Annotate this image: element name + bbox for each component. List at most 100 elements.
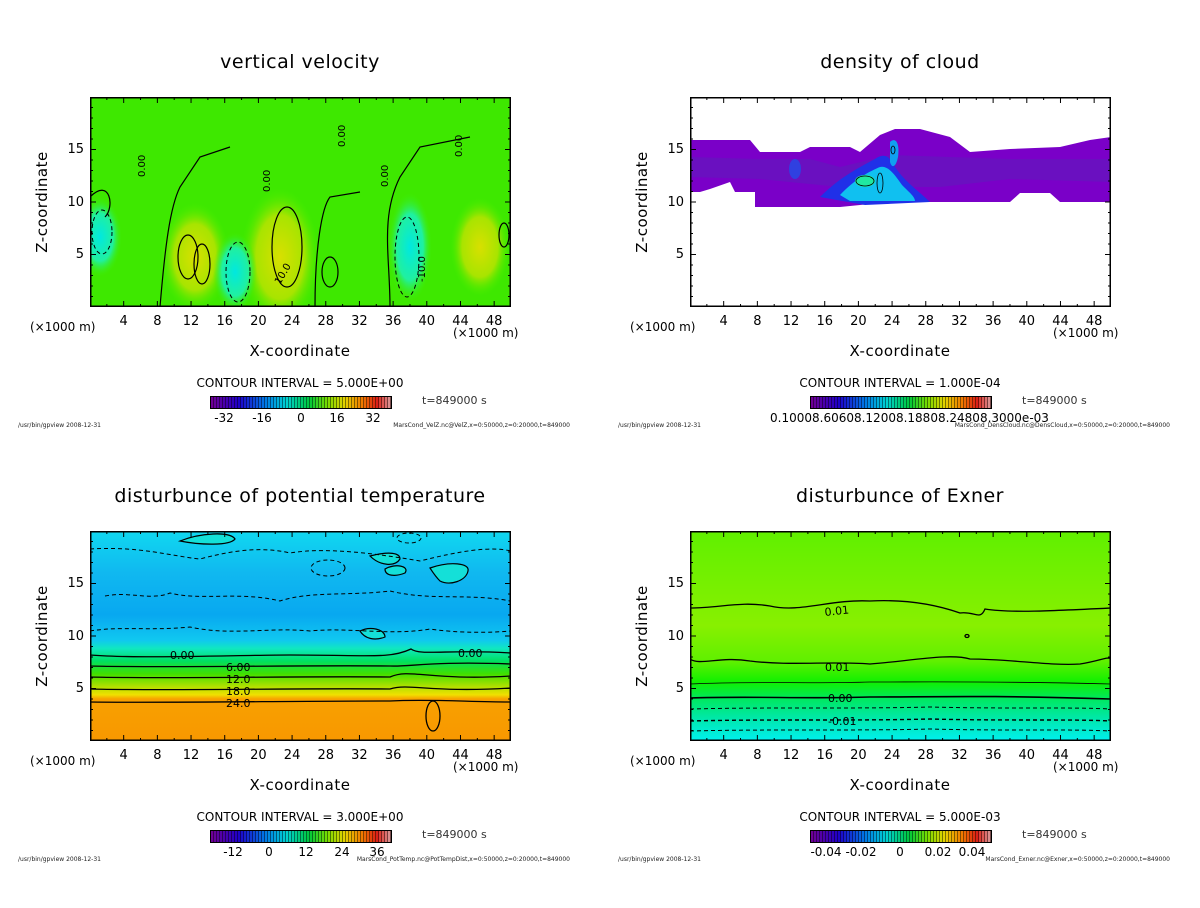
colorbar-segment: [304, 831, 307, 842]
x-axis-label: X-coordinate: [249, 776, 351, 794]
colorbar-segment: [274, 831, 277, 842]
colorbar-segment: [901, 397, 904, 408]
colorbar-segment: [385, 831, 388, 842]
colorbar-segment: [985, 831, 988, 842]
colorbar-segment: [856, 397, 859, 408]
colorbar-segment: [883, 831, 886, 842]
colorbar-segment: [358, 831, 361, 842]
colorbar-segment: [211, 831, 214, 842]
colorbar-segment: [265, 831, 268, 842]
colorbar-segment: [964, 831, 967, 842]
panel-potential-temperature: disturbunce of potential temperature: [0, 474, 600, 908]
colorbar-segment: [952, 831, 955, 842]
colorbar-segment: [334, 831, 337, 842]
y-tick-label: 15: [67, 576, 84, 591]
colorbar-segment: [232, 831, 235, 842]
panel-vertical-velocity: vertical velocity: [0, 40, 600, 474]
colorbar-segment: [973, 831, 976, 842]
colorbar-segment: [232, 397, 235, 408]
colorbar-segment: [367, 397, 370, 408]
time-label: t=849000 s: [1022, 828, 1087, 841]
colorbar-segment: [343, 831, 346, 842]
colorbar-segment: [301, 397, 304, 408]
colorbar-segment: [220, 397, 223, 408]
colorbar-segment: [313, 397, 316, 408]
colorbar-segment: [820, 397, 823, 408]
colorbar-segment: [877, 397, 880, 408]
colorbar-segment: [916, 397, 919, 408]
colorbar-segment: [913, 831, 916, 842]
tick-marks: [90, 531, 511, 741]
y-axis-label: Z-coordinate: [33, 151, 51, 253]
colorbar-segment: [853, 831, 856, 842]
colorbar-tick-labels: 0.10008.60608.12008.18808.24808.3000e-03: [770, 411, 1049, 425]
colorbar: [810, 830, 992, 843]
x-tick-label: 32: [351, 748, 368, 763]
footer-source: MarsCond_PotTemp.nc@PotTempDist,x=0:5000…: [356, 856, 570, 863]
colorbar-segment: [319, 831, 322, 842]
colorbar-segment: [217, 397, 220, 408]
x-tick-label: 16: [816, 314, 833, 329]
y-tick-label: 15: [67, 142, 84, 157]
colorbar-segment: [976, 397, 979, 408]
x-tick-label: 4: [719, 748, 728, 763]
colorbar-segment: [280, 831, 283, 842]
plot-area: [690, 97, 1111, 307]
colorbar-segment: [931, 397, 934, 408]
x-tick-label: 32: [951, 748, 968, 763]
footer-program: /usr/bin/gpview 2008-12-31: [18, 856, 101, 863]
colorbar-segment: [955, 831, 958, 842]
y-axis-label: Z-coordinate: [633, 585, 651, 687]
colorbar-segment: [298, 831, 301, 842]
colorbar-segment: [826, 831, 829, 842]
colorbar-tick: 36: [369, 845, 385, 859]
contour-interval: CONTOUR INTERVAL = 1.000E-04: [799, 376, 1001, 390]
colorbar-segment: [835, 831, 838, 842]
colorbar-segment: [307, 397, 310, 408]
colorbar-segment: [820, 831, 823, 842]
plot-area: 0.00 0.00 0.00 0.00 0.00 10.0 -10.0: [90, 97, 511, 307]
contour-label: 0.00: [380, 165, 391, 187]
colorbar-segment: [331, 831, 334, 842]
colorbar-segment: [841, 397, 844, 408]
x-tick-label: 12: [182, 314, 200, 329]
colorbar-segment: [928, 831, 931, 842]
chart-title: disturbunce of Exner: [795, 485, 1004, 507]
x-tick-label: 48: [485, 748, 503, 763]
colorbar-segment: [901, 831, 904, 842]
colorbar-segment: [292, 397, 295, 408]
colorbar-segment: [370, 831, 373, 842]
colorbar-segment: [388, 397, 391, 408]
colorbar-segment: [316, 397, 319, 408]
heatmap-potential-temperature: 0.00 6.00 12.0 18.0 24.0 0.00: [90, 531, 511, 741]
background-field: [690, 531, 1111, 741]
colorbar-segment: [226, 397, 229, 408]
colorbar-segment: [352, 397, 355, 408]
colorbar-segment: [841, 831, 844, 842]
colorbar-segment: [877, 831, 880, 842]
y-tick-label: 10: [667, 195, 684, 210]
colorbar-segment: [253, 831, 256, 842]
x-tick-label: 4: [119, 314, 128, 329]
colorbar-segment: [361, 831, 364, 842]
x-tick-label: 40: [418, 748, 436, 763]
colorbar-tick: -16: [252, 411, 272, 425]
colorbar-tick: -0.02: [845, 845, 877, 859]
colorbar-segment: [214, 831, 217, 842]
footer-program: /usr/bin/gpview 2008-12-31: [618, 856, 701, 863]
x-tick-label: 44: [1052, 314, 1069, 329]
colorbar-segment: [907, 397, 910, 408]
colorbar-segment: [847, 831, 850, 842]
contour-label: 0.01: [824, 603, 850, 618]
contour-label: 24.0: [226, 697, 251, 710]
x-tick-label: 28: [917, 748, 935, 763]
y-tick-label: 5: [75, 247, 84, 262]
x-tick-label: 8: [153, 314, 162, 329]
colorbar-segment: [922, 397, 925, 408]
x-tick-label: 8: [753, 748, 762, 763]
time-label: t=849000 s: [422, 394, 487, 407]
colorbar-segment: [226, 831, 229, 842]
colorbar-segment: [862, 831, 865, 842]
contour-label-group: 0.00 6.00 12.0 18.0 24.0 0.00: [170, 647, 483, 710]
